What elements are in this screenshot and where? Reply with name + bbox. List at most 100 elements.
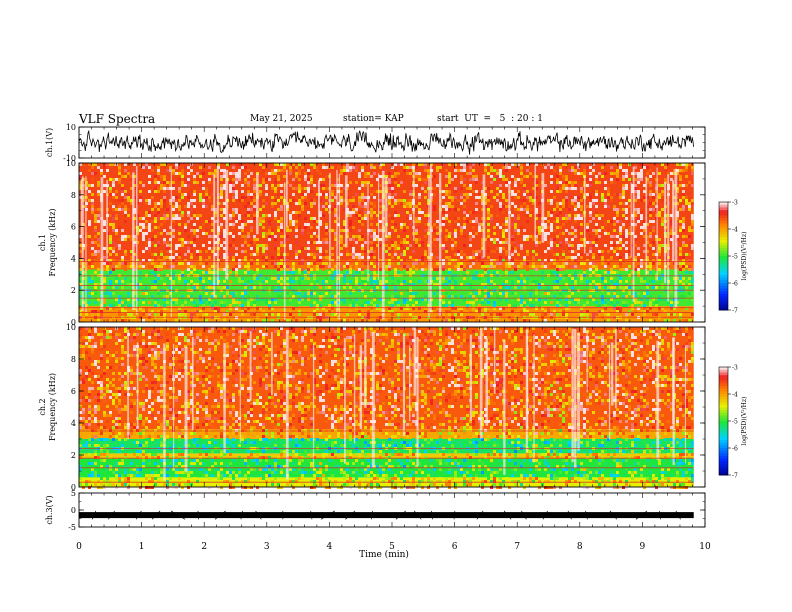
ch1-spectrogram-cell: [445, 208, 448, 211]
ch1-spectrogram-cell: [679, 193, 682, 196]
ch1-spectrogram-cell: [448, 205, 451, 208]
ch1-spectrogram-cell: [112, 184, 115, 187]
ch1-spectrogram-cell: [613, 193, 616, 196]
ch1-spectrogram-cell: [625, 253, 628, 256]
ch1-spectrogram-cell: [121, 313, 124, 316]
ch1-spectrogram-cell: [433, 268, 436, 271]
ch1-spectrogram-cell: [421, 178, 424, 181]
ch1-spectrogram-cell: [304, 193, 307, 196]
ch1-spectrogram-cell: [613, 286, 616, 289]
ch1-spectrogram-cell: [247, 253, 250, 256]
ch1-spectrogram-cell: [556, 310, 559, 313]
ch1-spectrogram-cell: [310, 304, 313, 307]
ch1-spectrogram-cell: [649, 193, 652, 196]
ch1-spectrogram-cell: [301, 259, 304, 262]
ch1-spectrogram-cell: [310, 202, 313, 205]
ch1-spectrogram-cell: [556, 178, 559, 181]
ch1-spectrogram-cell: [97, 298, 100, 301]
ch1-spectrogram-cell: [454, 286, 457, 289]
ch1-spectrogram-cell: [139, 196, 142, 199]
ch1-spectrogram-cell: [445, 205, 448, 208]
ch1-spectrogram-cell: [229, 292, 232, 295]
ch1-spectrogram-cell: [652, 193, 655, 196]
ch1-spectrogram-cell: [121, 301, 124, 304]
ch1-spectrogram-cell: [424, 223, 427, 226]
ch1-spectrogram-cell: [397, 304, 400, 307]
ch1-spectrogram-cell: [448, 259, 451, 262]
ch1-spectrogram-cell: [460, 313, 463, 316]
ch1-spectrogram-cell: [679, 295, 682, 298]
ch1-spectrogram-cell: [670, 235, 673, 238]
ch1-spectrogram-cell: [394, 244, 397, 247]
ch1-spectrogram-cell: [205, 193, 208, 196]
ch1-spectrogram-cell: [502, 196, 505, 199]
ch1-spectrogram-cell: [277, 280, 280, 283]
ch1-spectrogram-cell: [409, 172, 412, 175]
ch1-spectrogram-cell: [352, 211, 355, 214]
ch1-spectrogram-cell: [178, 310, 181, 313]
ch1-spectrogram-cell: [154, 187, 157, 190]
ch1-spectrogram-cell: [469, 244, 472, 247]
ch1-spectrogram-cell: [544, 256, 547, 259]
ch1-spectrogram-cell: [685, 265, 688, 268]
ch1-spectrogram-cell: [670, 301, 673, 304]
ch1-spectrogram-cell: [655, 187, 658, 190]
ch1-spectrogram-cell: [400, 292, 403, 295]
ch1-spectrogram-cell: [175, 196, 178, 199]
ch1-spectrogram-cell: [655, 247, 658, 250]
ch1-spectrogram-cell: [211, 244, 214, 247]
ch1-spectrogram-cell: [301, 202, 304, 205]
ch1-spectrogram-cell: [166, 307, 169, 310]
ch1-spectrogram-cell: [676, 223, 679, 226]
ch1-spectrogram-cell: [508, 286, 511, 289]
ch1-spectrogram-cell: [511, 304, 514, 307]
ch1-spectrogram-cell: [637, 208, 640, 211]
ch1-spectrogram-cell: [583, 166, 586, 169]
ch1-spectrogram-cell: [241, 295, 244, 298]
ch1-spectrogram-cell: [568, 295, 571, 298]
ch1-spectrogram-cell: [304, 250, 307, 253]
ch1-spectrogram-cell: [289, 313, 292, 316]
ch1-spectrogram-cell: [535, 187, 538, 190]
ch1-spectrogram-cell: [121, 304, 124, 307]
ch1-spectrogram-cell: [148, 226, 151, 229]
ch1-spectrogram-cell: [94, 283, 97, 286]
ch1-spectrogram-cell: [499, 292, 502, 295]
ch1-spectrogram-cell: [574, 181, 577, 184]
ch1-spectrogram-cell: [478, 259, 481, 262]
ch1-spectrogram-cell: [337, 283, 340, 286]
ch1-spectrogram-cell: [415, 229, 418, 232]
ch1-spectrogram-cell: [526, 235, 529, 238]
ch1-spectrogram-cell: [217, 286, 220, 289]
ch1-spectrogram-cell: [229, 217, 232, 220]
ch1-spectrogram-cell: [487, 232, 490, 235]
ch1-spectrogram-cell: [532, 256, 535, 259]
ch1-spectrogram-cell: [157, 241, 160, 244]
ch1-spectrogram-cell: [349, 214, 352, 217]
ch1-spectrogram-cell: [616, 193, 619, 196]
ch1-spectrogram-cell: [295, 304, 298, 307]
ch1-spectrogram-cell: [586, 301, 589, 304]
ch1-spectrogram-cell: [565, 181, 568, 184]
ch1-spectrogram-cell: [241, 250, 244, 253]
ch1-spectrogram-cell: [388, 199, 391, 202]
ch1-spectrogram-cell: [406, 214, 409, 217]
ch1-spectrogram-cell: [175, 262, 178, 265]
ch1-spectrogram-cell: [91, 241, 94, 244]
ch1-spectrogram-cell: [607, 313, 610, 316]
ch1-spectrogram-cell: [616, 271, 619, 274]
ch1-spectrogram-cell: [553, 271, 556, 274]
ch1-spectrogram-cell: [292, 295, 295, 298]
ch1-spectrogram-cell: [247, 307, 250, 310]
ch1-spectrogram-cell: [331, 166, 334, 169]
ch1-spectrogram-cell: [202, 172, 205, 175]
ch1-spectrogram-cell: [241, 226, 244, 229]
ch1-spectrogram-cell: [490, 250, 493, 253]
ch1-spectrogram-cell: [373, 190, 376, 193]
ch1-spectrogram-cell: [121, 190, 124, 193]
ch1-spectrogram-cell: [109, 307, 112, 310]
ch1-spectrogram-cell: [523, 310, 526, 313]
ch1-spectrogram-cell: [289, 214, 292, 217]
ch1-spectrogram-cell: [103, 190, 106, 193]
